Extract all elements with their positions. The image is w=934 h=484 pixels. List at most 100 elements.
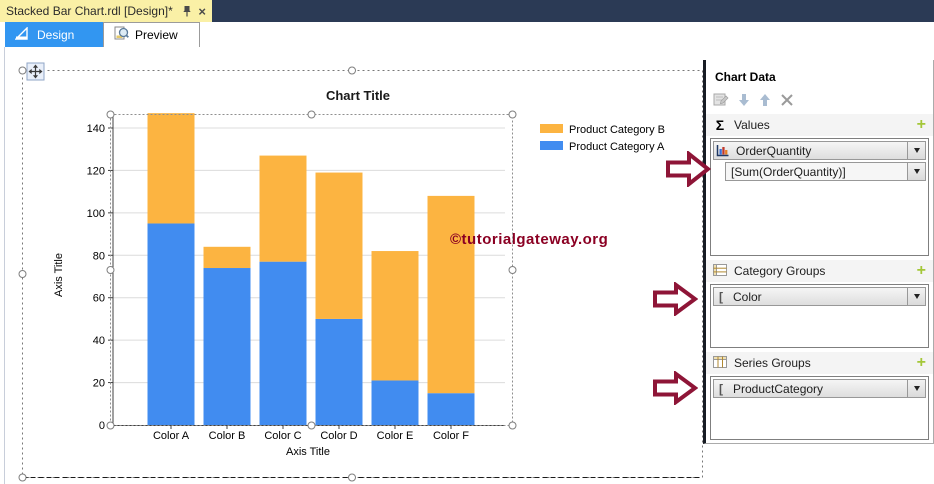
- panel-title: Chart Data: [715, 70, 776, 84]
- bar-segment: [203, 246, 251, 269]
- series-group-row[interactable]: [ ProductCategory: [713, 379, 926, 398]
- selection-handle[interactable]: [307, 110, 316, 119]
- y-tick-label: 60: [93, 293, 105, 305]
- selection-handle[interactable]: [18, 270, 27, 278]
- selection-handle[interactable]: [307, 421, 316, 430]
- series-groups-header: Series Groups +: [706, 352, 933, 374]
- chart-data-panel: Chart Data: [703, 60, 934, 444]
- sigma-icon: Σ: [715, 117, 725, 133]
- watermark-text: ©tutorialgateway.org: [450, 231, 608, 248]
- values-section-header: Σ Values +: [706, 114, 933, 136]
- category-group-dropdown[interactable]: [907, 288, 925, 305]
- annotation-arrow-values: [665, 149, 712, 192]
- y-tick-label: 20: [93, 378, 105, 390]
- selection-handle[interactable]: [106, 110, 115, 119]
- series-group-label: ProductCategory: [733, 381, 824, 396]
- delete-icon[interactable]: [780, 93, 794, 110]
- legend-swatch: [540, 141, 563, 150]
- preview-magnifier-icon: [114, 26, 129, 44]
- bar-segment: [147, 223, 195, 425]
- move-up-icon[interactable]: [759, 93, 771, 110]
- values-section-label: Values: [734, 118, 770, 132]
- value-field-label: OrderQuantity: [736, 143, 812, 158]
- move-handle[interactable]: [26, 62, 45, 81]
- value-expression-label: [Sum(OrderQuantity)]: [731, 164, 846, 179]
- tab-preview[interactable]: Preview: [103, 22, 200, 47]
- x-tick-label: Color A: [153, 430, 190, 442]
- properties-icon[interactable]: [713, 92, 729, 111]
- selection-handle[interactable]: [106, 421, 115, 430]
- bar-segment: [315, 172, 363, 319]
- add-value-button[interactable]: +: [916, 116, 926, 133]
- y-tick-label: 100: [87, 208, 105, 220]
- chevron-down-icon: [913, 148, 920, 153]
- x-axis-title: Axis Title: [286, 446, 330, 458]
- chart-title: Chart Title: [326, 88, 390, 103]
- add-category-group-button[interactable]: +: [916, 262, 926, 279]
- document-tab-label: Stacked Bar Chart.rdl [Design]*: [6, 4, 173, 18]
- tab-preview-label: Preview: [135, 28, 178, 42]
- series-groups-label: Series Groups: [734, 356, 811, 370]
- category-groups-header: Category Groups +: [706, 260, 933, 282]
- selection-handle[interactable]: [508, 110, 517, 119]
- bar-segment: [259, 155, 307, 262]
- series-group-dropdown[interactable]: [907, 380, 925, 397]
- legend-swatch: [540, 124, 563, 133]
- legend-label: Product Category B: [569, 124, 665, 136]
- category-group-row[interactable]: [ Color: [713, 287, 926, 306]
- chevron-down-icon: [913, 294, 920, 299]
- stacked-bar-chart-canvas[interactable]: Color A Color B Color C Color D Color E Color…: [5, 47, 705, 484]
- group-bracket-icon: [: [719, 381, 723, 396]
- tab-design[interactable]: Design: [5, 22, 103, 47]
- selection-handle[interactable]: [18, 473, 27, 482]
- y-tick-label: 80: [93, 250, 105, 262]
- bar-segment: [427, 393, 475, 425]
- panel-toolbar: [713, 92, 933, 110]
- bar-segment: [427, 195, 475, 394]
- group-bracket-icon: [: [719, 289, 723, 304]
- x-tick-label: Color E: [377, 430, 414, 442]
- pin-icon[interactable]: [182, 5, 192, 17]
- bar-segment: [203, 268, 251, 425]
- category-groups-label: Category Groups: [734, 264, 826, 278]
- value-field-row[interactable]: OrderQuantity: [713, 141, 926, 160]
- selection-handle[interactable]: [508, 421, 517, 430]
- view-tab-row: Design Preview: [0, 22, 934, 47]
- category-group-label: Color: [733, 289, 762, 304]
- annotation-arrow-category: [652, 281, 699, 321]
- add-series-group-button[interactable]: +: [916, 354, 926, 371]
- chevron-down-icon: [913, 386, 920, 391]
- selection-handle[interactable]: [508, 266, 517, 274]
- chevron-down-icon: [913, 169, 920, 174]
- annotation-arrow-series: [652, 370, 699, 410]
- selection-handle[interactable]: [18, 66, 27, 75]
- chart-field-icon: [714, 144, 731, 157]
- tab-design-label: Design: [37, 27, 75, 42]
- bar-segment: [147, 113, 195, 224]
- y-tick-label: 140: [87, 123, 105, 135]
- value-expression-dropdown[interactable]: [907, 163, 925, 180]
- move-down-icon[interactable]: [738, 93, 750, 110]
- selection-handle[interactable]: [348, 66, 356, 75]
- y-tick-label: 40: [93, 335, 105, 347]
- document-tab[interactable]: Stacked Bar Chart.rdl [Design]* ×: [0, 0, 212, 22]
- value-field-dropdown[interactable]: [907, 142, 925, 159]
- series-groups-list: [ ProductCategory: [710, 376, 929, 440]
- category-groups-icon: [713, 263, 727, 279]
- bar-segment: [371, 380, 419, 425]
- value-expression-row[interactable]: [Sum(OrderQuantity)]: [725, 162, 926, 181]
- close-icon[interactable]: ×: [198, 3, 206, 19]
- pane-left-border: [4, 47, 5, 484]
- x-tick-label: Color F: [433, 430, 469, 442]
- series-groups-icon: [713, 355, 727, 371]
- bar-segment: [371, 251, 419, 381]
- y-tick-label: 0: [99, 420, 105, 432]
- selection-handle[interactable]: [106, 266, 115, 274]
- bar-segment: [259, 261, 307, 425]
- selection-handle[interactable]: [348, 473, 356, 482]
- values-list: OrderQuantity [Sum(OrderQuantity)]: [710, 138, 929, 256]
- category-groups-list: [ Color: [710, 284, 929, 348]
- legend-label: Product Category A: [569, 141, 665, 153]
- y-tick-label: 120: [87, 165, 105, 177]
- bar-segment: [315, 318, 363, 425]
